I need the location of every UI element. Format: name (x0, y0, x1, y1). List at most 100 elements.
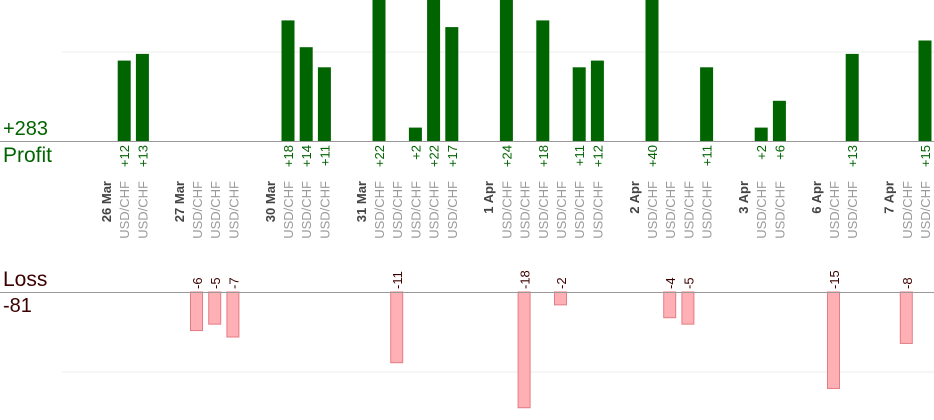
category-label: USD/CHF (226, 181, 241, 239)
category-label: USD/CHF (518, 181, 533, 239)
bars (117, 0, 932, 409)
profit-value-label: +12 (590, 145, 605, 167)
profit-bar (317, 67, 331, 141)
date-label: 6 Apr (809, 181, 824, 214)
category-label: USD/CHF (372, 181, 387, 239)
profit-value-label: +15 (918, 145, 933, 167)
loss-bar (681, 291, 695, 325)
category-label: USD/CHF (918, 181, 933, 239)
profit-value-label: +13 (845, 145, 860, 167)
profit-title: Profit (3, 144, 53, 167)
category-label: USD/CHF (827, 181, 842, 239)
category-label: USD/CHF (208, 181, 223, 239)
loss-bar (554, 291, 567, 306)
category-label: USD/CHF (408, 181, 423, 239)
profit-bar (918, 40, 932, 141)
profit-bar (372, 0, 386, 141)
profit-bar (754, 127, 768, 141)
loss-bar (208, 291, 222, 325)
date-label: 31 Mar (354, 181, 369, 222)
profit-value-label: +12 (117, 145, 132, 167)
category-label: USD/CHF (900, 181, 915, 239)
loss-value-label: -4 (663, 277, 678, 289)
category-label: USD/CHF (499, 181, 514, 239)
profit-value-label: +2 (408, 145, 423, 160)
profit-value-label: +14 (299, 145, 314, 167)
category-label: USD/CHF (845, 181, 860, 239)
profit-bar (590, 60, 604, 141)
date-label: 26 Mar (99, 181, 114, 222)
profit-bar (117, 60, 131, 141)
loss-title: Loss (3, 268, 48, 291)
profit-bar (845, 53, 859, 141)
profit-value-label: +6 (772, 145, 787, 160)
loss-total: -81 (3, 295, 32, 317)
loss-value-label: -11 (390, 271, 405, 289)
category-label: USD/CHF (190, 181, 205, 239)
category-label: USD/CHF (772, 181, 787, 239)
category-label: USD/CHF (427, 181, 442, 239)
category-label: USD/CHF (281, 181, 296, 239)
category-label: USD/CHF (663, 181, 678, 239)
profit-bar (645, 0, 659, 141)
profit-value-label: +40 (645, 145, 660, 167)
profit-value-label: +22 (372, 145, 387, 167)
date-label: 2 Apr (627, 181, 642, 214)
profit-bar (772, 100, 786, 141)
profit-bar (445, 27, 459, 142)
category-label: USD/CHF (135, 181, 150, 239)
profit-bar (427, 0, 441, 141)
profit-bar (536, 20, 550, 141)
category-label: USD/CHF (117, 181, 132, 239)
profit-value-label: +24 (499, 145, 514, 167)
date-label: 7 Apr (882, 181, 897, 214)
profit-value-label: +2 (754, 145, 769, 160)
loss-value-label: -7 (226, 277, 241, 289)
date-label: 3 Apr (736, 181, 751, 214)
loss-value-label: -2 (554, 277, 569, 289)
profit-bar (572, 67, 586, 141)
loss-bar (190, 291, 203, 332)
loss-bar (827, 291, 840, 389)
loss-value-label: -8 (900, 277, 915, 289)
date-label: 1 Apr (481, 181, 496, 214)
grid-lines (62, 51, 934, 373)
category-label: USD/CHF (645, 181, 660, 239)
category-label: USD/CHF (536, 181, 551, 239)
baselines (0, 141, 934, 293)
date-label: 27 Mar (172, 181, 187, 222)
category-label: USD/CHF (681, 181, 696, 239)
profit-bar (281, 20, 295, 141)
category-label: USD/CHF (754, 181, 769, 239)
category-label: USD/CHF (445, 181, 460, 239)
category-label: USD/CHF (390, 181, 405, 239)
category-label: USD/CHF (572, 181, 587, 239)
category-label: USD/CHF (554, 181, 569, 239)
profit-value-label: +17 (445, 145, 460, 167)
profit-value-label: +11 (572, 145, 587, 166)
profit-bar (499, 0, 513, 141)
loss-value-label: -15 (827, 270, 842, 289)
date-label: 30 Mar (263, 181, 278, 222)
category-label: USD/CHF (299, 181, 314, 239)
profit-value-label: +22 (427, 145, 442, 167)
profit-bar (408, 127, 422, 141)
loss-bar (517, 291, 531, 409)
loss-value-label: -18 (518, 270, 533, 289)
profit-bar (135, 53, 149, 141)
loss-value-label: -6 (190, 277, 205, 289)
category-label: USD/CHF (317, 181, 332, 239)
profit-value-label: +18 (536, 145, 551, 167)
profit-bar (700, 67, 714, 141)
profit-value-label: +18 (281, 145, 296, 167)
profit-value-label: +13 (135, 145, 150, 167)
loss-value-label: -5 (208, 277, 223, 289)
category-label: USD/CHF (700, 181, 715, 239)
profit-value-label: +11 (700, 145, 715, 166)
loss-bar (663, 291, 677, 319)
loss-bar (226, 291, 240, 338)
loss-bar (390, 291, 404, 364)
loss-value-label: -5 (681, 277, 696, 289)
